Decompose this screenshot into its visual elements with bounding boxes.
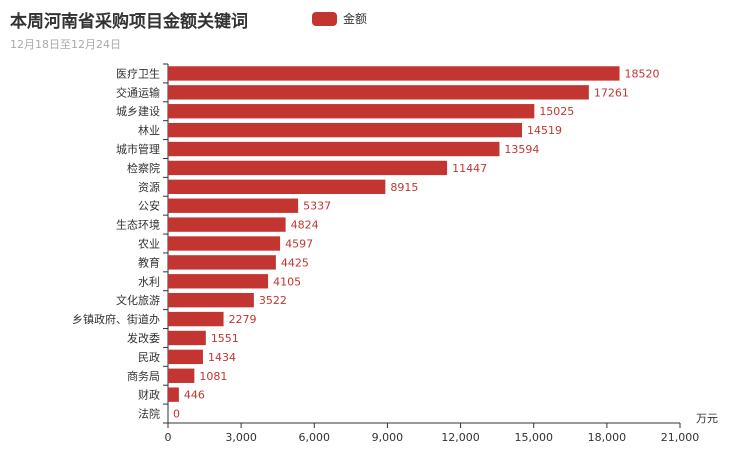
x-axis-unit-label: 万元 <box>696 412 718 425</box>
category-label: 城市管理 <box>116 142 160 156</box>
bar <box>168 141 500 157</box>
x-tick-label: 15,000 <box>514 431 553 444</box>
bar <box>168 217 286 232</box>
value-label: 8915 <box>390 181 418 194</box>
value-label: 1551 <box>211 332 239 345</box>
bar <box>168 368 195 383</box>
bar <box>168 274 269 289</box>
bar <box>168 255 276 270</box>
bar <box>168 311 224 327</box>
category-label: 检察院 <box>127 161 160 175</box>
category-label: 商务局 <box>127 369 160 383</box>
value-label: 4425 <box>281 256 309 269</box>
x-tick-label: 6,000 <box>299 431 331 444</box>
bar <box>168 66 620 81</box>
value-label: 5337 <box>303 200 331 213</box>
category-label: 生态环境 <box>116 218 160 232</box>
value-label: 11447 <box>452 162 487 175</box>
legend[interactable]: 金额 <box>312 10 367 27</box>
value-label: 0 <box>173 408 180 421</box>
value-label: 4824 <box>291 219 319 232</box>
x-tick-label: 21,000 <box>661 431 700 444</box>
category-label: 发改委 <box>127 331 160 345</box>
value-label: 1434 <box>208 351 236 364</box>
category-label: 水利 <box>138 275 160 288</box>
chart-title: 本周河南省采购项目金额关键词 <box>10 12 248 32</box>
category-label: 医疗卫生 <box>116 66 160 80</box>
x-tick-label: 3,000 <box>225 431 257 444</box>
category-label: 林业 <box>138 123 160 137</box>
category-label: 法院 <box>138 407 160 421</box>
bar <box>168 122 522 138</box>
value-label: 4597 <box>285 238 313 251</box>
category-label: 公安 <box>138 199 160 213</box>
bar <box>168 387 179 402</box>
x-tick-label: 12,000 <box>441 431 480 444</box>
value-label: 15025 <box>539 105 574 118</box>
category-label: 文化旅游 <box>116 293 160 307</box>
bar <box>168 236 281 251</box>
bar <box>168 160 448 176</box>
value-label: 17261 <box>594 86 629 99</box>
value-label: 18520 <box>625 67 660 80</box>
bar <box>168 104 535 119</box>
value-label: 446 <box>184 389 205 402</box>
value-label: 13594 <box>504 143 539 156</box>
value-label: 4105 <box>273 275 301 288</box>
x-tick-label: 9,000 <box>372 431 404 444</box>
category-label: 农业 <box>138 237 160 251</box>
category-label: 财政 <box>138 388 160 402</box>
category-label: 城乡建设 <box>116 104 160 118</box>
x-tick-label: 18,000 <box>588 431 627 444</box>
value-label: 14519 <box>527 124 562 137</box>
value-label: 1081 <box>199 370 227 383</box>
bar <box>168 330 206 346</box>
bar <box>168 179 386 194</box>
x-tick-label: 0 <box>165 431 172 444</box>
legend-label: 金额 <box>343 12 368 26</box>
category-label: 资源 <box>138 180 160 194</box>
bar <box>168 85 589 100</box>
chart-subtitle: 12月18日至12月24日 <box>10 38 121 51</box>
value-label: 2279 <box>229 313 257 326</box>
category-label: 教育 <box>138 255 160 269</box>
bar <box>168 198 299 213</box>
bar <box>168 293 254 308</box>
value-label: 3522 <box>259 294 287 307</box>
category-label: 交通运输 <box>116 85 160 99</box>
category-label: 民政 <box>138 350 160 364</box>
category-label: 乡镇政府、街道办 <box>72 312 160 326</box>
bar <box>168 349 203 365</box>
legend-swatch <box>312 11 337 26</box>
